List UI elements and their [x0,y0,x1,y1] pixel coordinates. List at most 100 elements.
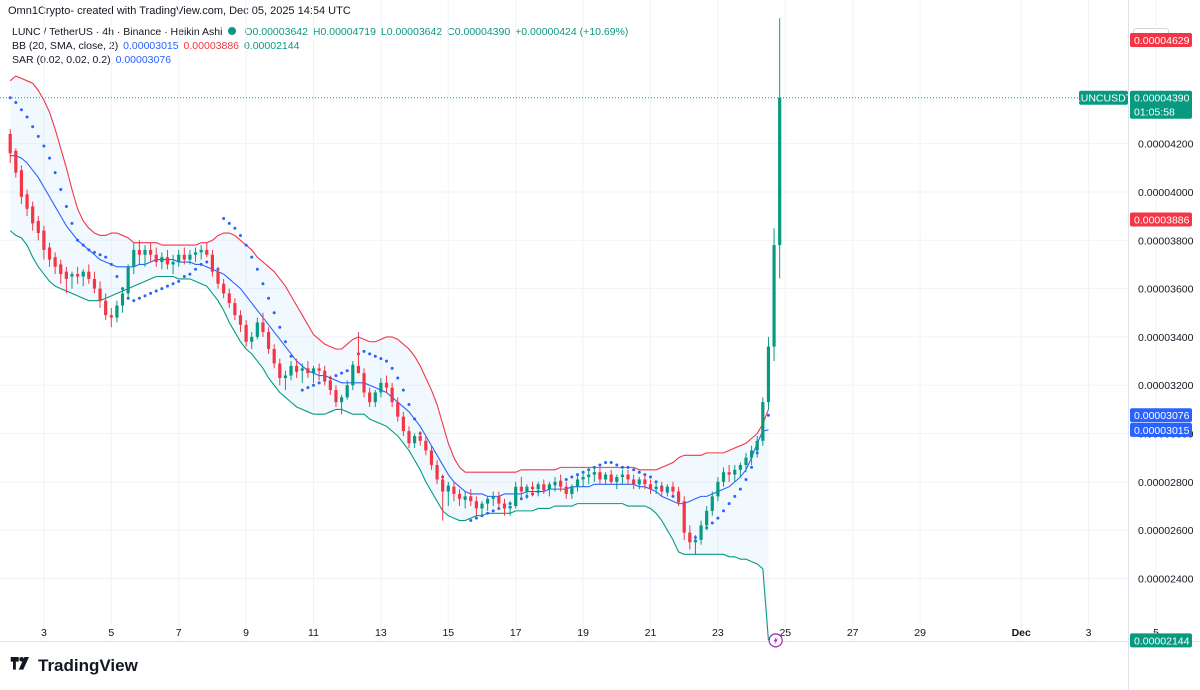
candle-body [154,254,158,263]
candle [772,228,776,362]
candle [311,365,316,383]
candle [766,336,771,410]
sar-dot [564,477,568,481]
candle [368,387,372,407]
sar-dot [632,468,636,472]
sar-dot [36,134,40,138]
candle-body [693,539,698,543]
candle-body [772,245,776,347]
candle [570,484,574,499]
candle-body [289,365,293,376]
sar-dot [379,357,383,361]
candle [227,288,231,308]
candle-body [19,170,24,197]
y-tick-label: 0.00003800 [1138,235,1194,247]
candle-body [339,397,344,403]
candle [778,18,782,279]
candle-body [25,194,29,209]
candle-body [778,97,782,246]
sar-dot [401,388,405,392]
tradingview-logo-icon [10,657,29,670]
sar-dot [368,352,372,356]
sar-dot [42,144,46,148]
sar-dot [255,267,259,271]
sar-dot [278,325,282,329]
candle-body [530,486,535,490]
candle-body [457,493,462,499]
price-tag-text: 0.00004629 [1134,35,1190,47]
candle-body [413,435,417,444]
candle-body [671,486,675,492]
candle-body [525,486,529,492]
sar-dot [160,287,164,291]
y-tick-label: 0.00003400 [1138,332,1194,344]
candle-body [750,450,754,458]
price-tag-bg [1130,90,1192,119]
candle-body [497,496,501,504]
candle [233,298,237,320]
bb-lower-value: 0.00002144 [243,40,300,52]
tradingview-brand[interactable]: TradingView [8,656,138,676]
sar-dot [272,311,276,315]
candle [132,242,136,275]
candle [474,496,478,516]
candle [244,320,248,347]
candle-body [171,262,175,265]
candle [463,491,467,509]
candle-body [688,532,692,543]
candle-body [480,503,484,509]
bb-upper-line [9,75,769,473]
candle [272,344,276,369]
candle [547,481,551,497]
candle [222,278,226,299]
candle [424,435,428,456]
sar-legend[interactable]: SAR (0.02, 0.02, 0.2) 0.00003076 [12,54,171,66]
brand-name: TradingView [38,656,138,675]
symbol-tag-text: LUNCUSDT [1075,93,1133,105]
bb-legend[interactable]: BB (20, SMA, close, 2) 0.00003015 0.0000… [12,40,299,52]
candle [564,481,568,499]
y-tick-label: 0.00002800 [1138,477,1194,489]
lightning-bolt [773,636,778,645]
candle-body [761,402,765,441]
sar-dot [637,470,641,474]
candle [295,358,299,378]
candle [598,467,602,485]
sar-dot [267,296,271,300]
candle-body [424,440,428,451]
sar-dot [76,238,80,242]
candle [300,363,304,383]
bb-band-fill [10,75,769,641]
candle [761,397,765,446]
candle-body [508,506,512,509]
price-tag: 0.00003076 [1130,408,1192,423]
sar-dot [115,275,119,279]
candle-body [446,486,450,492]
candle-body [463,496,467,499]
candle-body [699,525,703,540]
sar-dot [171,282,175,286]
candle-body [407,431,411,444]
y-tick-label: 0.00004000 [1138,187,1194,199]
sar-dot [92,250,96,254]
candle [480,501,484,516]
candle [278,358,282,386]
candle [682,496,686,540]
candle [339,394,344,415]
candle [165,249,170,270]
candle-body [283,375,288,378]
candle-body [8,133,12,154]
candle [250,332,254,349]
candle [750,445,754,465]
price-tag: 0.00003015 [1130,422,1192,437]
price-tag: 0.00004629 [1130,32,1192,47]
candle-body [205,249,209,255]
candle-body [14,150,18,173]
candle-body [581,477,585,480]
sar-dot [486,511,490,515]
x-tick-label: 3 [41,627,47,639]
candle [530,481,535,497]
sar-dot [722,509,726,513]
